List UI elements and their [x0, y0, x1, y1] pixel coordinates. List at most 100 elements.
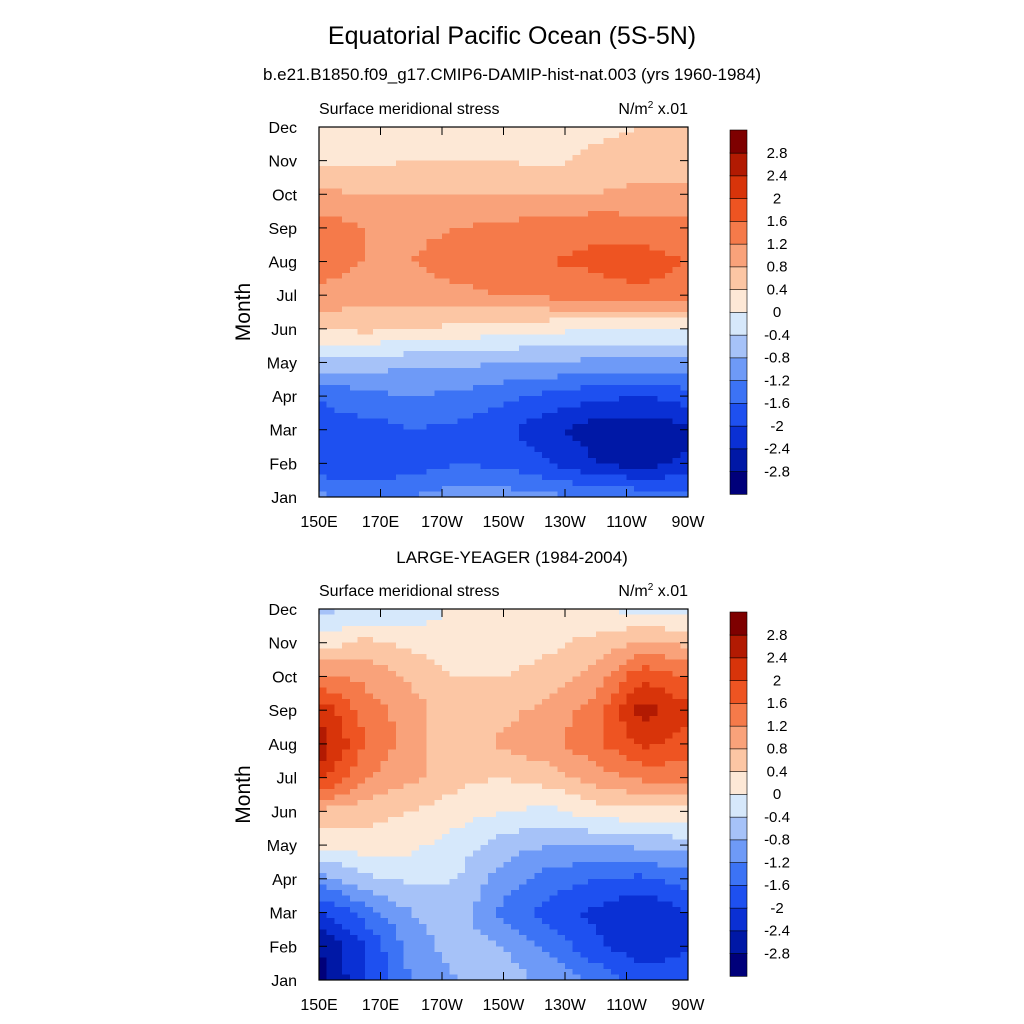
panel-1-ytick-label: Nov [269, 154, 297, 171]
panel-2-cell [442, 755, 451, 762]
panel-1-cell [641, 340, 651, 347]
panel-1-cell [618, 132, 628, 139]
panel-1-cell [326, 255, 335, 263]
panel-1-cell [357, 323, 366, 330]
panel-2-cell [465, 766, 474, 773]
panel-1-cell [580, 446, 589, 453]
panel-1-cell [611, 340, 620, 347]
panel-1-cell [541, 272, 551, 279]
panel-2-cell [518, 670, 528, 678]
panel-2-cell [418, 614, 428, 621]
panel-1-cell [488, 379, 497, 386]
panel-1-cell [472, 401, 482, 408]
panel-1-cell [634, 424, 643, 431]
panel-2-cell [480, 625, 489, 633]
panel-2-cell [342, 704, 351, 711]
panel-1-cell [495, 323, 505, 330]
panel-2-cell [511, 760, 520, 767]
panel-1-cell [595, 317, 605, 324]
panel-2-cell [449, 620, 458, 627]
panel-1-cell [503, 312, 512, 319]
panel-1-cell [595, 379, 605, 386]
panel-1-cell [434, 390, 443, 397]
panel-2-cell [503, 637, 512, 644]
panel-1-cell [411, 491, 420, 498]
panel-1-cell [426, 396, 435, 403]
panel-1-cell [403, 244, 412, 251]
panel-2-cell [372, 743, 382, 751]
panel-1-cell [480, 463, 489, 470]
panel-1-cell [449, 306, 458, 313]
panel-1-cell [442, 250, 451, 257]
panel-1-cell [380, 306, 389, 313]
panel-1-cell [349, 463, 359, 470]
panel-1-cell [641, 328, 651, 336]
panel-1-cell [534, 312, 543, 319]
panel-1-cell [326, 188, 335, 195]
panel-2-cell [457, 637, 466, 644]
panel-1-cell [495, 244, 505, 251]
panel-2-cell [541, 648, 551, 655]
panel-2-cell [365, 648, 374, 655]
panel-1-cell [380, 216, 389, 223]
panel-1-cell [526, 188, 535, 195]
panel-1-cell [426, 177, 435, 184]
panel-1-cell [480, 418, 489, 425]
panel-1-cell [342, 323, 351, 330]
panel-2-cell [457, 732, 466, 739]
panel-1-colorbar-label: -1.6 [764, 395, 790, 412]
panel-1-cell [503, 194, 512, 201]
panel-1-cell [518, 340, 528, 347]
panel-1-cell [326, 345, 335, 352]
panel-2-cell [380, 631, 389, 638]
panel-1-cell [495, 468, 505, 476]
panel-1-cell [319, 205, 328, 212]
panel-2-cell [588, 721, 597, 728]
panel-1-cell [611, 250, 620, 257]
panel-1-cell [342, 155, 351, 162]
panel-2-cell [580, 665, 589, 672]
panel-2-cell [403, 648, 412, 655]
panel-1-cell [641, 272, 651, 279]
panel-2-cell [426, 682, 435, 689]
panel-2-cell [565, 625, 574, 633]
panel-2-cell [480, 614, 489, 621]
panel-2-cell [372, 648, 382, 655]
panel-2-cell [495, 760, 505, 767]
panel-1-cell [641, 188, 651, 195]
panel-2-cell [372, 625, 382, 633]
panel-1-cell [372, 194, 382, 201]
panel-2-cell [657, 687, 666, 694]
panel-1-cell [611, 351, 620, 358]
panel-1-cell [418, 468, 428, 476]
panel-1-cell [434, 429, 443, 436]
panel-1-cell [595, 132, 605, 139]
panel-1-cell [357, 474, 366, 481]
panel-2-cell [565, 704, 574, 711]
panel-1-cell [472, 250, 482, 257]
panel-1-cell [465, 390, 474, 397]
panel-1-cell [326, 328, 335, 336]
panel-1-cell [626, 368, 635, 375]
panel-2-cell [488, 738, 497, 745]
panel-1-cell [411, 412, 420, 420]
panel-1-cell [611, 407, 620, 414]
panel-2-cell [618, 732, 628, 739]
panel-1-cell [342, 255, 351, 263]
panel-1-cell [565, 401, 574, 408]
panel-2-cell [342, 805, 351, 812]
panel-1-cell [549, 424, 558, 431]
panel-1-cell [503, 435, 512, 442]
panel-1-cell [634, 317, 643, 324]
panel-2-cell [365, 704, 374, 711]
panel-1-cell [349, 272, 359, 279]
panel-1-cell [618, 160, 628, 167]
panel-2-cell [380, 755, 389, 762]
panel-1-cell [342, 328, 351, 336]
panel-1-cell [388, 127, 397, 134]
panel-1-cell [503, 379, 512, 386]
panel-1-cell [511, 351, 520, 358]
panel-2-cell [634, 659, 643, 666]
panel-2-cell [572, 625, 581, 633]
panel-1-cell [603, 177, 612, 184]
